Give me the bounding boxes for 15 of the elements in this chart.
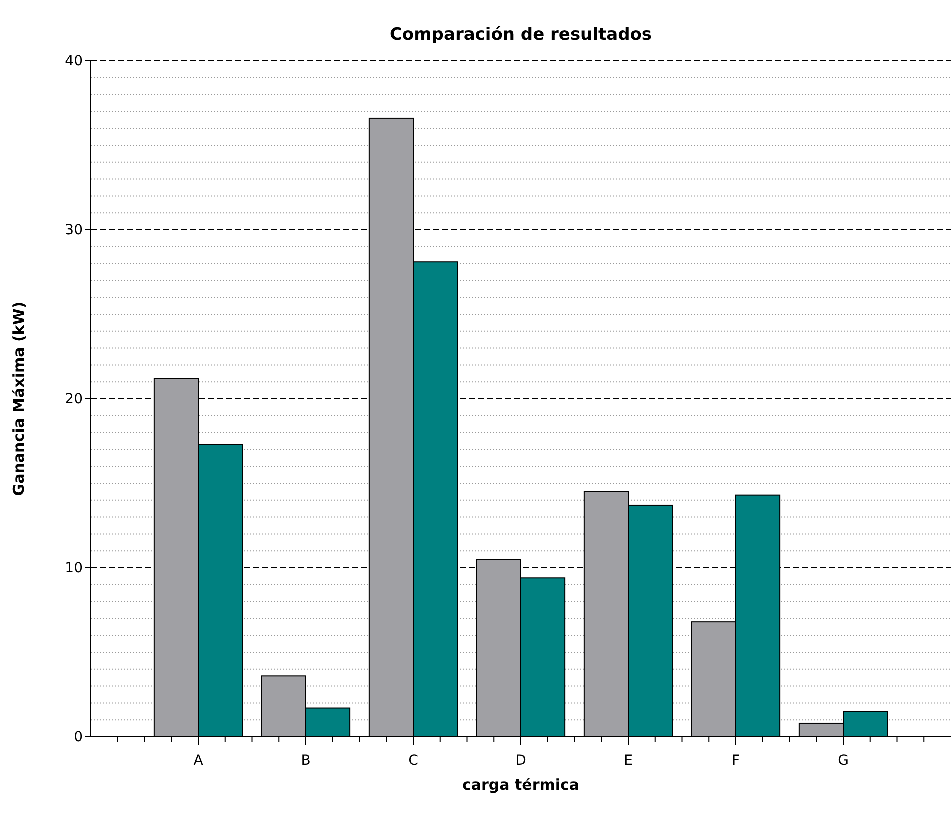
x-tick-label: A — [194, 752, 204, 769]
x-tick-label: D — [516, 752, 526, 769]
y-tick-label: 10 — [65, 560, 83, 576]
x-tick-label: G — [838, 752, 849, 769]
y-axis-title: Ganancia Máxima (kW) — [10, 302, 28, 496]
x-tick-label: F — [732, 752, 740, 769]
y-tick-label: 0 — [74, 729, 83, 746]
x-tick-label: C — [408, 752, 419, 769]
x-tick-label: E — [624, 752, 633, 769]
y-tick-label: 20 — [65, 391, 83, 408]
x-axis-title: carga térmica — [462, 776, 580, 794]
y-tick-label: 30 — [65, 222, 83, 238]
y-tick-label: 40 — [65, 53, 83, 70]
x-tick-label: B — [301, 752, 311, 769]
chart-title: Comparación de resultados — [390, 25, 652, 45]
